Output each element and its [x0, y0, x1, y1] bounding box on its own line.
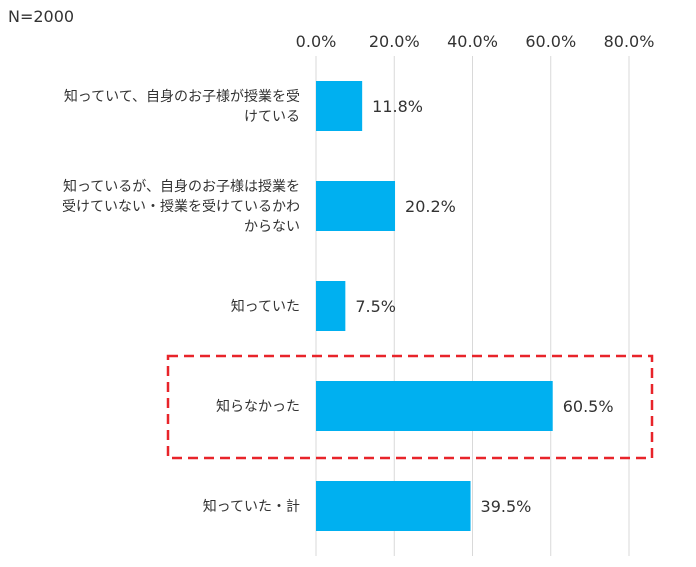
category-label: 知らなかった [216, 398, 300, 415]
category-label: からない [244, 219, 300, 235]
sample-size-note: N=2000 [8, 7, 74, 26]
x-tick-labels: 0.0% 20.0% 40.0% 60.0% 80.0% [296, 32, 655, 51]
category-label: 知っているが、自身のお子様は授業を [63, 178, 300, 195]
category-label: 知っていた・計 [203, 498, 300, 515]
x-tick-label: 20.0% [369, 32, 420, 51]
gridlines [315, 56, 630, 556]
value-labels: 11.8% 20.2% 7.5% 60.5% 39.5% [355, 97, 613, 516]
x-tick-label: 60.0% [525, 32, 576, 51]
bar [316, 81, 363, 131]
category-label: 受けていない・授業を受けているかわ [62, 199, 300, 215]
bar [316, 481, 471, 531]
bar [316, 281, 346, 331]
value-label: 39.5% [481, 497, 532, 516]
value-label: 7.5% [355, 297, 396, 316]
category-label: 知っていて、自身のお子様が授業を受 [64, 88, 300, 105]
highlight-box [166, 354, 654, 460]
x-tick-label: 40.0% [447, 32, 498, 51]
bar [316, 181, 396, 231]
bars [316, 81, 553, 531]
x-tick-label: 0.0% [296, 32, 337, 51]
category-labels: 知っていて、自身のお子様が授業を受けている知っているが、自身のお子様は授業を受け… [62, 88, 300, 515]
category-label: 知っていた [231, 298, 300, 315]
value-label: 60.5% [563, 397, 614, 416]
bar [316, 381, 553, 431]
value-label: 11.8% [372, 97, 423, 116]
x-tick-label: 80.0% [604, 32, 655, 51]
value-label: 20.2% [405, 197, 456, 216]
category-label: けている [244, 109, 300, 125]
